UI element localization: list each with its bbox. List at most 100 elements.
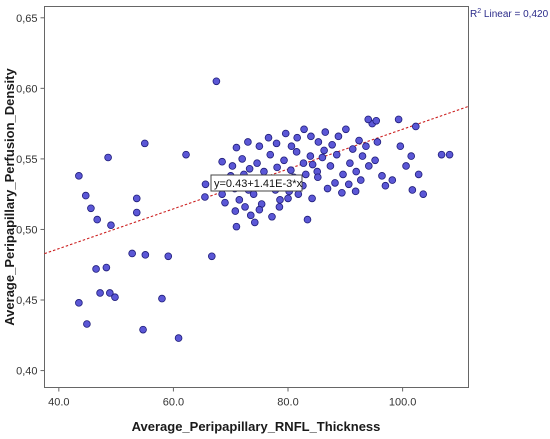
data-point bbox=[102, 263, 111, 272]
data-point bbox=[308, 160, 317, 169]
y-tick-label: 0,45 bbox=[16, 295, 37, 307]
y-tick-label: 0,55 bbox=[16, 154, 37, 166]
data-point bbox=[228, 162, 237, 170]
data-point bbox=[244, 138, 252, 146]
data-point bbox=[132, 208, 141, 217]
data-point bbox=[328, 140, 336, 149]
data-point bbox=[356, 176, 365, 184]
data-point bbox=[245, 164, 254, 173]
data-point bbox=[255, 142, 264, 151]
data-point bbox=[276, 196, 284, 204]
data-point bbox=[355, 136, 363, 145]
data-point bbox=[344, 180, 353, 189]
data-point bbox=[373, 138, 382, 146]
linear-fit-line bbox=[44, 105, 469, 255]
data-point bbox=[272, 139, 281, 148]
data-point bbox=[299, 159, 308, 167]
r-squared-prefix: R bbox=[470, 9, 477, 20]
data-point bbox=[75, 172, 83, 180]
data-point bbox=[246, 211, 255, 220]
data-point bbox=[218, 157, 226, 166]
data-point bbox=[402, 162, 410, 170]
data-point bbox=[140, 139, 149, 148]
data-point bbox=[300, 125, 308, 134]
data-point bbox=[250, 218, 259, 227]
data-point bbox=[268, 212, 276, 221]
data-point bbox=[249, 190, 258, 198]
data-point bbox=[212, 77, 221, 86]
y-tick-label: 0,60 bbox=[16, 83, 37, 95]
x-tick-label: 80.0 bbox=[277, 397, 298, 409]
data-point bbox=[346, 159, 354, 167]
data-point bbox=[308, 194, 316, 203]
data-point bbox=[293, 133, 301, 142]
data-point bbox=[326, 162, 335, 170]
data-point bbox=[232, 222, 241, 231]
data-point bbox=[294, 190, 303, 198]
data-point bbox=[408, 186, 417, 194]
data-point bbox=[323, 184, 332, 193]
data-point bbox=[364, 115, 373, 124]
plot-frame bbox=[44, 6, 469, 388]
data-point bbox=[139, 325, 147, 334]
data-point bbox=[111, 293, 119, 301]
data-point bbox=[437, 150, 446, 159]
r-squared-value: Linear = 0,420 bbox=[481, 9, 548, 20]
data-point bbox=[301, 170, 310, 179]
data-point bbox=[87, 204, 95, 213]
data-point bbox=[445, 150, 454, 159]
data-point bbox=[351, 187, 360, 196]
data-point bbox=[331, 179, 339, 187]
data-point bbox=[107, 221, 115, 230]
data-point bbox=[318, 153, 327, 162]
y-axis-title: Average_Peripapillary_Perfusion_Density bbox=[2, 67, 17, 325]
data-point bbox=[75, 299, 83, 307]
data-point bbox=[92, 265, 100, 273]
data-point bbox=[394, 115, 403, 124]
r-squared-superscript: 2 bbox=[477, 8, 481, 15]
data-point bbox=[132, 194, 141, 203]
data-point bbox=[284, 194, 292, 203]
data-point bbox=[260, 167, 268, 176]
data-point bbox=[141, 251, 150, 259]
data-point bbox=[253, 159, 261, 167]
data-point bbox=[281, 129, 290, 138]
data-point bbox=[303, 215, 312, 224]
data-point bbox=[378, 172, 386, 180]
data-point bbox=[208, 252, 216, 261]
data-point bbox=[372, 117, 381, 125]
data-point bbox=[201, 180, 210, 189]
data-point bbox=[273, 163, 281, 172]
data-point bbox=[255, 205, 264, 214]
data-point bbox=[352, 167, 360, 176]
data-point bbox=[307, 132, 315, 141]
data-point bbox=[362, 142, 370, 151]
x-tick-label: 100.0 bbox=[389, 397, 417, 409]
data-point bbox=[321, 128, 330, 136]
data-point bbox=[231, 207, 240, 215]
data-point bbox=[358, 152, 367, 160]
data-point bbox=[411, 122, 420, 131]
data-point bbox=[396, 142, 405, 151]
data-point bbox=[388, 176, 397, 184]
data-point bbox=[182, 150, 190, 159]
data-point bbox=[332, 150, 341, 159]
data-point bbox=[96, 289, 104, 297]
data-point bbox=[241, 203, 249, 211]
data-point bbox=[238, 155, 246, 163]
data-point bbox=[128, 249, 136, 258]
data-point bbox=[235, 196, 244, 204]
data-point bbox=[221, 198, 229, 207]
data-point bbox=[338, 188, 346, 197]
data-point bbox=[106, 289, 114, 297]
y-tick-label: 0,65 bbox=[16, 13, 37, 25]
data-point bbox=[414, 170, 423, 179]
data-point bbox=[306, 152, 315, 160]
data-point bbox=[381, 181, 390, 190]
x-tick-label: 40.0 bbox=[48, 397, 69, 409]
data-point bbox=[266, 150, 275, 159]
data-point bbox=[314, 173, 322, 182]
data-point bbox=[81, 191, 90, 200]
y-tick-label: 0,50 bbox=[16, 224, 37, 236]
data-point bbox=[164, 252, 173, 261]
